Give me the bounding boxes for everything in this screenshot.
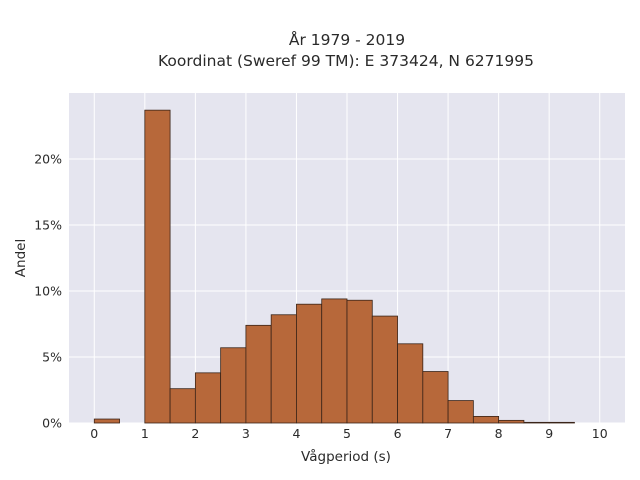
x-tick-label: 6	[394, 426, 402, 441]
x-tick-label: 1	[141, 426, 149, 441]
histogram-bar	[194, 372, 222, 424]
x-tick-label: 3	[242, 426, 250, 441]
y-tick-label: 10%	[34, 284, 62, 299]
histogram-bar	[548, 421, 575, 424]
histogram-bar	[321, 298, 348, 424]
histogram-bar	[498, 419, 525, 424]
x-tick-label: 9	[545, 426, 553, 441]
x-tick-label: 8	[495, 426, 503, 441]
y-axis-label: Andel	[13, 239, 29, 277]
histogram-bar	[93, 418, 120, 424]
histogram-bar	[346, 299, 373, 424]
histogram-bar	[422, 371, 449, 424]
chart-title: År 1979 - 2019	[289, 30, 405, 49]
x-tick-label: 4	[292, 426, 300, 441]
x-tick-label: 10	[592, 426, 608, 441]
y-tick-label: 15%	[34, 218, 62, 233]
histogram-bar	[397, 343, 424, 424]
histogram-bar	[144, 109, 171, 424]
bars	[93, 109, 575, 424]
histogram-bar	[523, 421, 550, 424]
x-axis-ticks: 0 1 2 3 4 5 6 7 8 9 10	[90, 426, 607, 441]
y-tick-label: 5%	[42, 350, 62, 365]
y-tick-label: 0%	[42, 416, 62, 431]
histogram-bar	[472, 415, 500, 424]
x-axis-label: Vågperiod (s)	[301, 448, 391, 465]
histogram-bar	[296, 303, 323, 424]
histogram-bar	[245, 324, 272, 424]
x-tick-label: 5	[343, 426, 351, 441]
x-tick-label: 7	[444, 426, 452, 441]
chart-subtitle: Koordinat (Sweref 99 TM): E 373424, N 62…	[158, 52, 534, 70]
histogram-bar	[371, 315, 398, 424]
histogram-bar	[169, 388, 196, 424]
x-tick-label: 2	[191, 426, 199, 441]
y-axis-ticks: 0% 5% 10% 15% 20%	[34, 152, 62, 431]
y-tick-label: 20%	[34, 152, 62, 167]
histogram-bar	[220, 347, 247, 424]
histogram-bar	[447, 400, 474, 424]
histogram-bar	[270, 314, 297, 424]
x-tick-label: 0	[90, 426, 98, 441]
